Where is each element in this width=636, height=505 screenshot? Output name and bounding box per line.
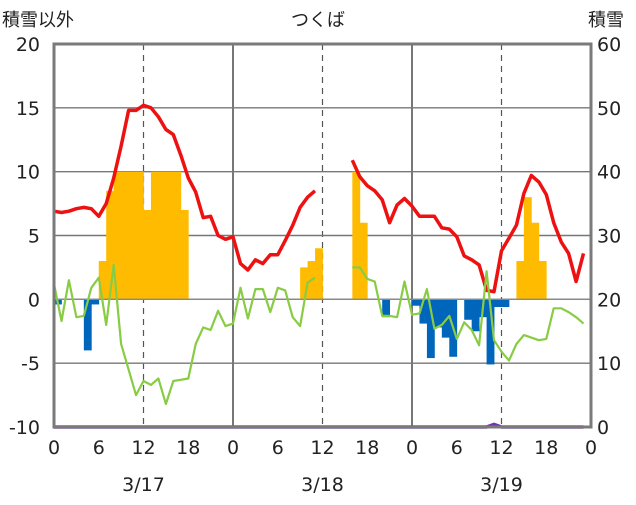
- y-left-tick-label: 20: [16, 34, 40, 56]
- x-tick-label: 0: [227, 437, 239, 459]
- date-label: 3/18: [301, 474, 344, 496]
- bar-negative_bars: [486, 299, 495, 365]
- x-tick-label: 12: [310, 437, 334, 459]
- x-tick-label: 0: [585, 437, 597, 459]
- bar-positive_bars: [523, 197, 532, 300]
- bar-negative_bars: [83, 299, 92, 351]
- y-right-tick-label: 0: [597, 417, 609, 439]
- x-tick-label: 18: [355, 437, 379, 459]
- y-left-tick-label: 15: [16, 98, 40, 120]
- series-line-humidity_line: [52, 263, 585, 406]
- bar-negative_bars: [471, 299, 480, 332]
- y-left-tick-label: -5: [21, 353, 40, 375]
- y-right-tick-label: 10: [597, 353, 621, 375]
- left-axis-label: 積雪以外: [2, 10, 74, 31]
- y-right-tick-label: 50: [597, 98, 621, 120]
- bar-positive_bars: [98, 261, 107, 300]
- bar-negative_bars: [412, 299, 420, 306]
- bar-positive_bars: [121, 171, 129, 300]
- y-right-tick-label: 30: [597, 226, 621, 248]
- series-line-temperature: [53, 103, 586, 294]
- bar-positive_bars: [165, 171, 174, 300]
- bar-positive_bars: [158, 171, 167, 300]
- plot-frame: [52, 42, 593, 429]
- x-tick-label: 6: [93, 437, 105, 459]
- y-left-tick-label: 10: [16, 162, 40, 184]
- y-right-tick-label: 60: [597, 34, 621, 56]
- bar-negative_bars: [426, 299, 435, 359]
- bar-positive_bars: [352, 171, 361, 300]
- bar-negative_bars: [464, 299, 473, 320]
- x-tick-label: 6: [451, 437, 463, 459]
- y-left-tick-label: 5: [28, 226, 40, 248]
- date-label: 3/19: [480, 474, 523, 496]
- x-tick-label: 18: [176, 437, 200, 459]
- bar-negative_bars: [494, 299, 502, 307]
- bar-positive_bars: [143, 209, 152, 300]
- bar-negative_bars: [434, 299, 443, 328]
- bar-positive_bars: [531, 222, 540, 300]
- chart-title: つくば: [291, 10, 345, 31]
- x-tick-label: 6: [272, 437, 284, 459]
- bar-positive_bars: [516, 261, 525, 300]
- x-tick-label: 18: [534, 437, 558, 459]
- bar-positive_bars: [173, 171, 182, 300]
- y-left-tick-label: -10: [9, 417, 40, 439]
- bar-positive_bars: [113, 171, 122, 300]
- bar-negative_bars: [382, 299, 391, 318]
- bar-negative_bars: [501, 299, 510, 307]
- bar-positive_bars: [538, 261, 547, 300]
- bar-negative_bars: [419, 299, 428, 324]
- bar-positive_bars: [180, 209, 189, 300]
- y-right-tick-label: 20: [597, 289, 621, 311]
- bar-positive_bars: [106, 190, 115, 300]
- x-tick-label: 0: [48, 437, 60, 459]
- right-axis-label: 積雪: [588, 10, 624, 31]
- bar-positive_bars: [128, 171, 137, 300]
- bar-positive_bars: [300, 267, 308, 300]
- bar-positive_bars: [150, 171, 159, 300]
- x-tick-label: 12: [489, 437, 513, 459]
- date-label: 3/17: [122, 474, 165, 496]
- bar-positive_bars: [359, 222, 368, 300]
- bar-positive_bars: [315, 248, 323, 300]
- bar-negative_bars: [91, 299, 100, 305]
- bar-positive_bars: [136, 171, 144, 300]
- y-left-tick-label: 0: [28, 289, 40, 311]
- x-tick-label: 12: [131, 437, 155, 459]
- y-right-tick-label: 40: [597, 162, 621, 184]
- x-tick-label: 0: [406, 437, 418, 459]
